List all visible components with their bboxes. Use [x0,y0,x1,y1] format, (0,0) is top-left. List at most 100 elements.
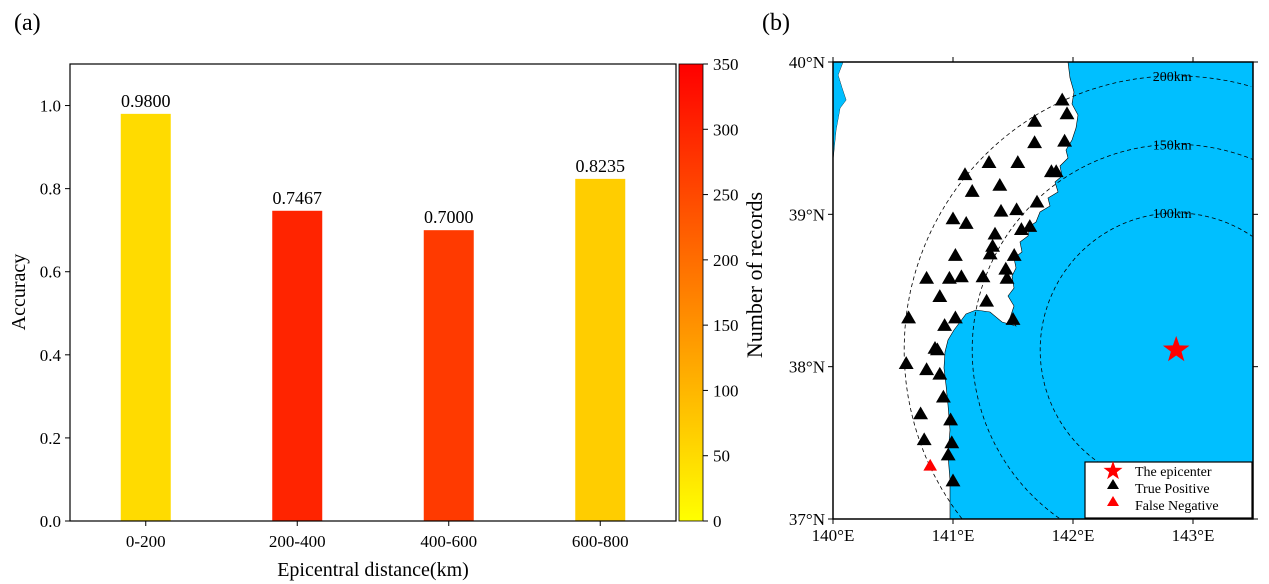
true-positive-station-marker [975,269,991,283]
land [833,62,1079,519]
colorbar-tick-label: 350 [713,55,739,74]
true-positive-station-marker [992,177,1008,191]
true-positive-station-marker [947,248,963,261]
y-tick-label: 0.0 [40,512,61,531]
y-tick-label: 1.0 [40,97,61,116]
data-label: 0.9800 [121,91,171,111]
x-tick-label: 600-800 [572,532,629,551]
true-positive-station-marker [1048,164,1064,178]
x-tick-label: 200-400 [269,532,326,551]
x-tick-label: 400-600 [420,532,477,551]
colorbar-tick-label: 250 [713,186,739,205]
inland-water [833,62,846,160]
true-positive-station-marker [993,203,1009,217]
panel-a-label: (a) [14,10,41,36]
lon-tick-label: 142°E [1052,526,1095,545]
true-positive-station-marker [979,293,995,307]
colorbar-tick-label: 300 [713,120,739,139]
legend-label-false-negative: False Negative [1135,499,1219,514]
bar-200-400 [272,210,323,521]
distance-ring-label: 150km [1153,138,1192,153]
lat-tick-label: 37°N [789,510,825,529]
data-label: 0.7000 [424,207,474,227]
plot-frame [69,63,677,522]
y-tick-label: 0.6 [40,263,61,282]
legend-triangle-black-icon [1107,479,1119,489]
data-label: 0.8235 [576,156,626,176]
lat-tick-label: 38°N [789,358,825,377]
colorbar-tick-label: 150 [713,316,739,335]
true-positive-station-marker [913,406,929,420]
colorbar-tick-label: 200 [713,251,739,270]
false-negative-station-marker [923,458,938,471]
epicenter-star-marker [1162,335,1190,362]
true-positive-station-marker [957,167,973,181]
true-positive-station-marker [987,226,1003,240]
true-positive-station-marker [1057,133,1073,147]
true-positive-station-marker [1005,312,1021,325]
true-positive-station-marker [941,270,957,284]
colorbar-tick-label: 100 [713,381,739,400]
distance-ring-label: 200km [1153,70,1192,85]
true-positive-station-marker [935,389,951,403]
bar-400-600 [423,230,474,521]
panel-b-label: (b) [762,10,790,36]
lon-tick-label: 143°E [1172,526,1215,545]
x-axis-label: Epicentral distance(km) [277,559,469,581]
true-positive-station-marker [1006,248,1022,261]
colorbar-tick-label: 50 [713,447,730,466]
true-positive-station-marker [982,246,998,260]
true-positive-station-marker [1027,113,1043,127]
true-positive-station-marker [945,473,961,487]
y-tick-label: 0.8 [40,180,61,199]
true-positive-station-marker [1059,106,1075,120]
legend-star-icon [1103,461,1123,480]
legend-label-true-positive: True Positive [1135,482,1210,497]
true-positive-station-marker [947,310,963,324]
true-positive-station-marker [1010,155,1026,168]
data-label: 0.7467 [273,188,323,208]
true-positive-station-marker [958,216,974,229]
true-positive-station-marker [981,155,997,168]
true-positive-station-marker [1009,202,1025,216]
distance-ring-150 [971,144,1253,519]
true-positive-station-marker [916,432,932,446]
true-positive-station-marker [932,289,948,302]
true-positive-station-marker [998,261,1014,275]
legend-label-epicenter: The epicenter [1135,465,1212,480]
y-tick-label: 0.4 [40,346,62,365]
distance-ring-label: 100km [1153,207,1192,222]
y-axis-label: Accuracy [8,254,30,331]
colorbar-label: Number of records [742,192,767,358]
lat-tick-label: 39°N [789,205,825,224]
bar-600-800 [575,178,626,522]
true-positive-station-marker [944,435,960,449]
lon-tick-label: 140°E [812,526,855,545]
true-positive-station-marker [932,366,948,380]
y-tick-label: 0.2 [40,429,61,448]
bar-0-200 [120,113,171,521]
true-positive-station-marker [937,318,953,331]
true-positive-station-marker [901,310,917,324]
panel-b-station-map: (b) 100km 150km 200km 140°E 141°E 142°E 143°E… [762,10,1258,545]
lat-tick-label: 40°N [789,53,825,72]
legend-triangle-red-icon [1107,496,1119,506]
map-frame [832,61,1254,520]
colorbar [678,63,704,522]
true-positive-station-marker [945,211,961,225]
true-positive-station-marker [1022,219,1038,232]
true-positive-station-marker [964,184,980,197]
true-positive-station-marker [919,362,935,376]
true-positive-station-marker [953,269,969,283]
true-positive-station-marker [1027,135,1043,149]
true-positive-station-marker [940,447,956,461]
panel-a-bar-chart: (a) 0.9800 0.7467 0.7000 0.8235 0.0 0.2 0.4 0.… [8,10,767,581]
true-positive-station-marker [929,342,945,356]
lon-tick-label: 141°E [932,526,975,545]
map-legend: The epicenter True Positive False Negati… [1084,461,1253,519]
true-positive-station-marker [919,270,935,284]
true-positive-station-marker [999,270,1015,284]
true-positive-station-marker [1054,92,1070,106]
true-positive-station-marker [1029,194,1045,208]
